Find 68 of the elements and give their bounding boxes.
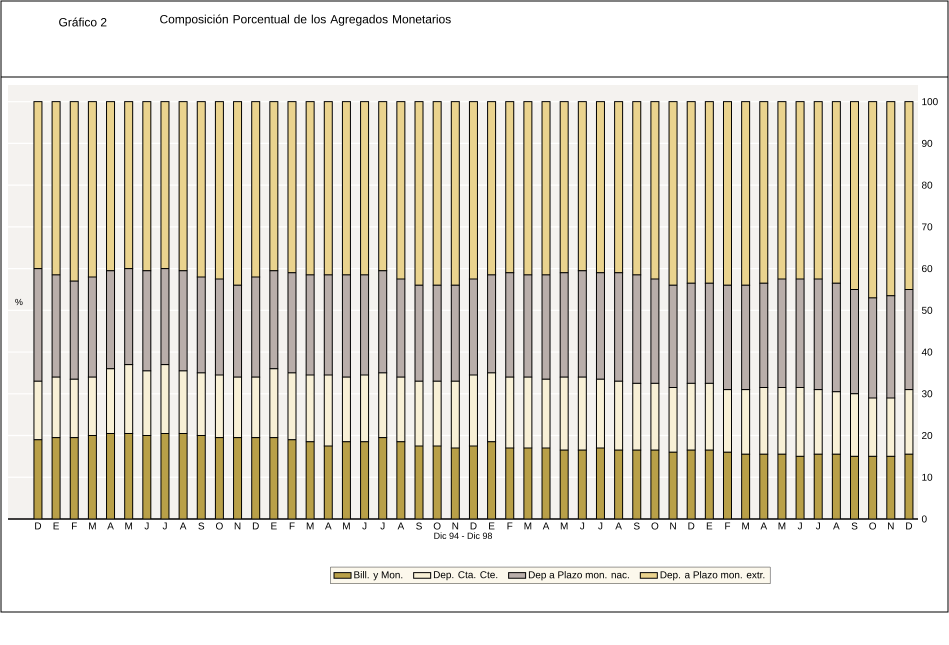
x-tick-label: J xyxy=(580,522,584,530)
x-tick-label: M xyxy=(89,522,96,530)
x-tick-label: J xyxy=(162,522,167,530)
x-tick-label: S xyxy=(634,522,640,530)
x-tick-label: M xyxy=(125,522,132,530)
x-tick-label: O xyxy=(651,522,658,530)
x-tick-label: F xyxy=(508,522,512,530)
x-tick-label: S xyxy=(852,522,858,530)
x-tick-label: A xyxy=(615,522,622,530)
x-tick-label: A xyxy=(398,522,404,530)
x-tick-label: M xyxy=(778,522,786,530)
y-tick-label: 80 xyxy=(922,182,932,189)
x-tick-label: M xyxy=(560,522,568,530)
x-tick-label: S xyxy=(198,522,204,530)
y-tick-label: 70 xyxy=(922,223,932,230)
x-tick-label: E xyxy=(271,522,277,530)
y-tick-label: 100 xyxy=(922,98,938,106)
x-tick-label: M xyxy=(742,522,749,530)
legend-label: Bill. y Mon. xyxy=(354,571,402,580)
x-tick-label: A xyxy=(760,522,768,530)
x-tick-label: N xyxy=(234,522,240,530)
y-tick-label: 30 xyxy=(922,390,932,398)
x-tick-label: D xyxy=(688,522,694,530)
x-tick-label: M xyxy=(306,522,314,530)
x-tick-label: E xyxy=(54,522,59,530)
x-tick-label: M xyxy=(524,522,532,530)
x-tick-label: A xyxy=(542,522,550,530)
x-tick-label: S xyxy=(416,522,422,530)
x-tick-label: D xyxy=(252,522,259,530)
y-tick-label: 60 xyxy=(922,265,932,272)
y-tick-label: 0 xyxy=(922,515,927,523)
x-tick-label: N xyxy=(888,522,894,530)
x-tick-label: J xyxy=(380,522,384,530)
x-tick-label: D xyxy=(35,522,42,530)
x-tick-label: E xyxy=(489,522,494,530)
x-tick-label: N xyxy=(452,522,458,530)
y-tick-label: 90 xyxy=(922,140,932,147)
x-tick-label: O xyxy=(216,522,223,530)
chart-title: Gráfico 2 xyxy=(59,18,106,26)
y-tick-label: 10 xyxy=(922,474,932,481)
legend-label: Dep. Cta. Cte. xyxy=(434,571,498,580)
legend-label: Dep a Plazo mon. nac. xyxy=(528,571,629,580)
legend-label: Dep. a Plazo mon. extr. xyxy=(660,571,764,580)
x-tick-label: J xyxy=(816,522,820,530)
x-tick-label: D xyxy=(906,522,912,530)
x-tick-label: E xyxy=(706,522,712,530)
x-tick-label: J xyxy=(144,522,149,530)
x-tick-label: O xyxy=(434,522,441,530)
x-axis-title: Dic 94 - Dic 98 xyxy=(434,532,492,539)
x-tick-label: A xyxy=(180,522,186,530)
y-tick-label: 20 xyxy=(922,432,932,440)
chart-subtitle: Composición Porcentual de los Agregados Monetarios xyxy=(160,14,451,26)
x-tick-label: O xyxy=(869,522,876,530)
x-tick-label: J xyxy=(362,522,366,530)
y-axis-title: % xyxy=(15,298,23,306)
x-tick-label: A xyxy=(833,522,840,530)
x-tick-label: A xyxy=(324,522,332,530)
x-tick-label: J xyxy=(798,522,802,530)
y-tick-label: 40 xyxy=(922,348,932,356)
x-tick-label: F xyxy=(72,522,77,530)
x-tick-label: M xyxy=(343,522,350,530)
x-tick-label: A xyxy=(107,522,114,530)
x-tick-label: F xyxy=(290,522,295,530)
x-tick-label: D xyxy=(470,522,477,530)
x-tick-label: N xyxy=(670,522,676,530)
x-tick-label: J xyxy=(598,522,602,530)
y-tick-label: 50 xyxy=(922,306,932,314)
x-tick-label: F xyxy=(725,522,730,530)
